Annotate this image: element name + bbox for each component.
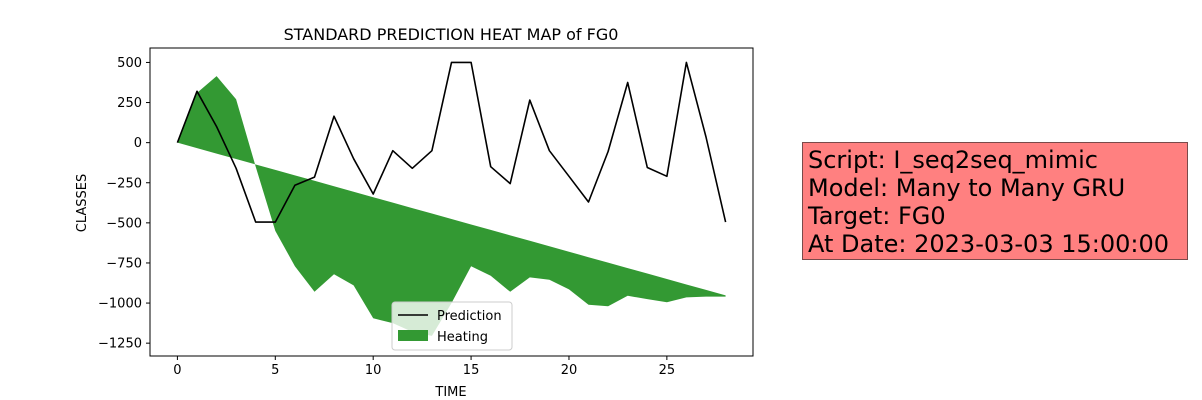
x-axis: 0 5 10 15 20 25	[173, 356, 675, 378]
info-script-line: Script: I_seq2seq_mimic	[808, 146, 1098, 174]
y-tick-label: −500	[106, 216, 142, 231]
y-tick-label: 500	[117, 56, 142, 71]
info-model-line: Model: Many to Many GRU	[808, 174, 1126, 202]
legend-heating-swatch	[398, 330, 428, 341]
y-tick-label: −250	[106, 176, 142, 191]
x-tick-label: 10	[365, 363, 382, 378]
x-tick-label: 20	[561, 363, 578, 378]
plot-frame	[149, 47, 754, 357]
y-tick-label: −1000	[98, 297, 142, 312]
legend: Prediction Heating	[391, 301, 513, 351]
x-tick-label: 0	[173, 363, 181, 378]
y-tick-label: −1250	[98, 337, 142, 352]
chart-title: STANDARD PREDICTION HEAT MAP of FG0	[284, 25, 619, 44]
y-tick-label: 0	[134, 136, 142, 151]
info-box: Script: I_seq2seq_mimic Model: Many to M…	[802, 142, 1188, 260]
x-axis-label: TIME	[434, 385, 466, 400]
heating-area	[177, 76, 726, 336]
x-tick-label: 25	[659, 363, 676, 378]
y-tick-label: −750	[106, 256, 142, 271]
prediction-line	[176, 61, 727, 223]
y-axis: 500 250 0 −250 −500 −750 −1000 −1250	[98, 56, 150, 352]
x-tick-label: 15	[463, 363, 480, 378]
x-tick-label: 5	[271, 363, 279, 378]
legend-prediction-label: Prediction	[437, 309, 502, 324]
info-target-line: Target: FG0	[808, 202, 946, 230]
y-tick-label: 250	[117, 96, 142, 111]
legend-heating-label: Heating	[437, 330, 488, 345]
info-date-line: At Date: 2023-03-03 15:00:00	[808, 230, 1170, 258]
y-axis-label: CLASSES	[75, 174, 90, 232]
